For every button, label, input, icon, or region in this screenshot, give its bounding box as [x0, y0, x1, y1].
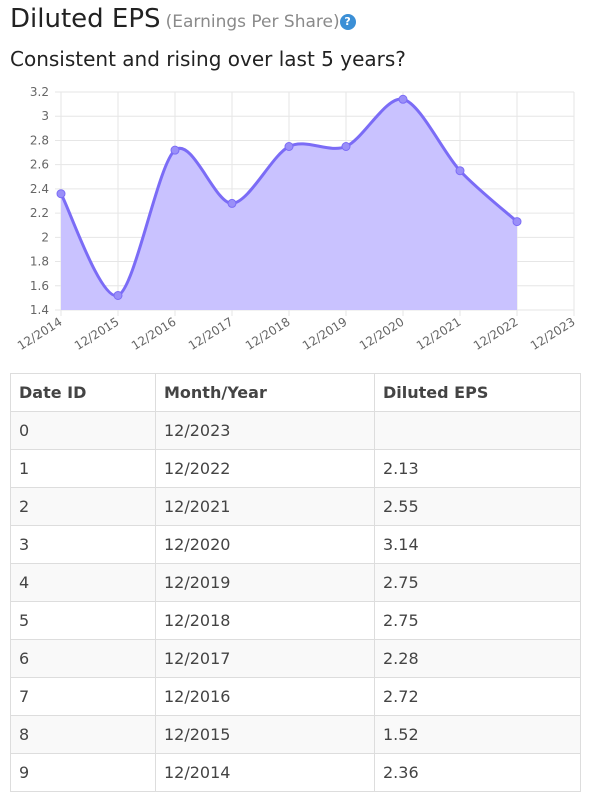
x-tick-label: 12/2016	[129, 315, 179, 353]
cell-month-year: 12/2014	[155, 753, 375, 792]
y-tick-label: 2.2	[30, 206, 49, 220]
col-header-month-year: Month/Year	[155, 373, 375, 412]
cell-diluted-eps: 2.13	[374, 449, 581, 488]
cell-date-id: 5	[10, 601, 156, 640]
cell-diluted-eps: 2.72	[374, 677, 581, 716]
cell-date-id: 1	[10, 449, 156, 488]
cell-date-id: 6	[10, 639, 156, 678]
cell-diluted-eps: 2.75	[374, 601, 581, 640]
chart-area	[56, 94, 522, 310]
help-icon[interactable]: ?	[339, 14, 356, 30]
cell-date-id: 8	[10, 715, 156, 754]
cell-diluted-eps: 2.36	[374, 753, 581, 792]
cell-month-year: 12/2016	[155, 677, 375, 716]
y-tick-label: 2.4	[30, 182, 49, 196]
table-row: 4 12/2019 2.75	[10, 563, 581, 602]
eps-table: Date ID Month/Year Diluted EPS 0 12/2023 …	[10, 373, 581, 792]
cell-month-year: 12/2022	[155, 449, 375, 488]
page-header: Diluted EPS (Earnings Per Share)?	[10, 4, 356, 34]
y-tick-label: 1.8	[30, 255, 49, 269]
data-point	[284, 142, 294, 151]
x-tick-label: 12/2015	[72, 315, 122, 353]
cell-date-id: 4	[10, 563, 156, 602]
data-point	[512, 217, 522, 227]
cell-date-id: 2	[10, 487, 156, 526]
cell-date-id: 3	[10, 525, 156, 564]
x-tick-label: 12/2018	[243, 315, 293, 353]
page-title: Diluted EPS	[10, 4, 161, 34]
data-point	[398, 94, 408, 104]
table-row: 9 12/2014 2.36	[10, 753, 581, 792]
y-axis: 1.4 1.6 1.8 2 2.2 2.4 2.6 2.8 3 3.2	[30, 85, 49, 317]
y-tick-label: 2.6	[30, 158, 49, 172]
col-header-diluted-eps: Diluted EPS	[374, 373, 581, 412]
x-tick-label: 12/2023	[528, 315, 578, 353]
data-point	[227, 198, 237, 208]
data-point	[341, 142, 351, 151]
cell-diluted-eps: 1.52	[374, 715, 581, 754]
series-line	[59, 97, 518, 297]
y-tick-label: 1.6	[30, 279, 49, 293]
table-header-row: Date ID Month/Year Diluted EPS	[10, 373, 581, 412]
cell-date-id: 9	[10, 753, 156, 792]
col-header-date-id: Date ID	[10, 373, 156, 412]
cell-month-year: 12/2017	[155, 639, 375, 678]
y-tick-label: 3	[41, 109, 49, 123]
section-question: Consistent and rising over last 5 years?	[10, 47, 406, 71]
cell-diluted-eps: 2.75	[374, 563, 581, 602]
x-axis: 12/2014 12/2015 12/2016 12/2017 12/2018 12/20…	[15, 315, 578, 353]
cell-month-year: 12/2018	[155, 601, 375, 640]
table-row: 7 12/2016 2.72	[10, 677, 581, 716]
y-tick-label: 1.4	[30, 303, 49, 317]
cell-diluted-eps: 2.28	[374, 639, 581, 678]
x-tick-label: 12/2020	[357, 315, 407, 353]
table-row: 6 12/2017 2.28	[10, 639, 581, 678]
table-row: 1 12/2022 2.13	[10, 449, 581, 488]
cell-date-id: 7	[10, 677, 156, 716]
table-row: 3 12/2020 3.14	[10, 525, 581, 564]
cell-month-year: 12/2019	[155, 563, 375, 602]
x-tick-label: 12/2017	[186, 315, 236, 353]
cell-month-year: 12/2023	[155, 411, 375, 450]
table-row: 0 12/2023	[10, 411, 581, 450]
table-row: 2 12/2021 2.55	[10, 487, 581, 526]
y-tick-label: 3.2	[30, 85, 49, 99]
y-tick-label: 2.8	[30, 133, 49, 147]
x-tick-label: 12/2021	[414, 315, 464, 353]
table-row: 8 12/2015 1.52	[10, 715, 581, 754]
cell-month-year: 12/2020	[155, 525, 375, 564]
cell-diluted-eps: 2.55	[374, 487, 581, 526]
data-point	[170, 145, 180, 155]
eps-chart: 1.41.61.822.22.42.62.833.2 12/2014 12/201…	[15, 85, 578, 353]
data-point	[56, 189, 66, 199]
table-row: 5 12/2018 2.75	[10, 601, 581, 640]
data-point	[113, 290, 123, 300]
x-tick-label: 12/2014	[15, 315, 65, 353]
cell-month-year: 12/2021	[155, 487, 375, 526]
cell-diluted-eps: 3.14	[374, 525, 581, 564]
page-subtitle: (Earnings Per Share)	[165, 12, 340, 32]
cell-date-id: 0	[10, 411, 156, 450]
cell-diluted-eps	[374, 411, 581, 450]
x-tick-label: 12/2019	[300, 315, 350, 353]
data-point	[455, 166, 465, 176]
cell-month-year: 12/2015	[155, 715, 375, 754]
x-tick-label: 12/2022	[471, 315, 521, 353]
y-tick-label: 2	[41, 230, 49, 244]
